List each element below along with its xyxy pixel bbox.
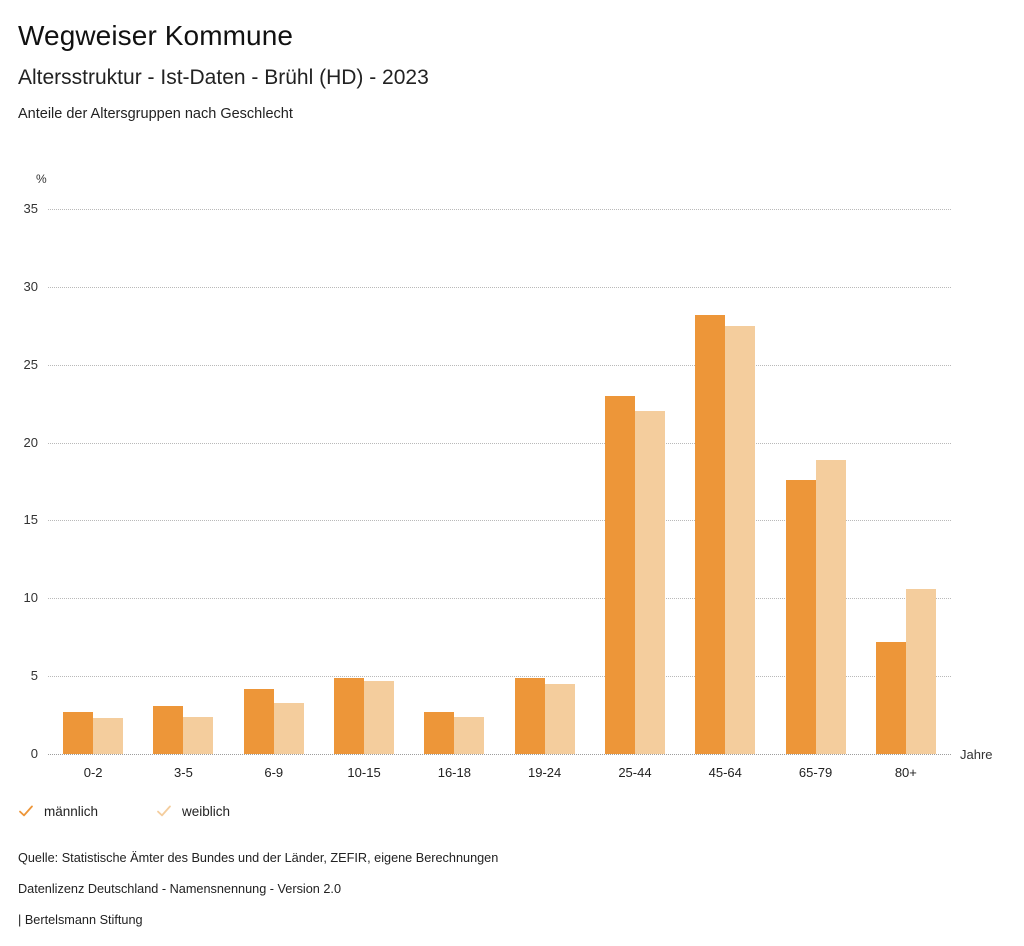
bar-weiblich-45-64[interactable] [725,325,756,754]
gridline-15 [48,520,951,522]
bar-weiblich-65-79[interactable] [815,459,846,754]
gridline-5 [48,676,951,678]
chart-legend: männlich weiblich [18,803,288,819]
gridline-10 [48,598,951,600]
footer-license: Datenlizenz Deutschland - Namensnennung … [18,882,342,896]
x-tick-label-25-44: 25-44 [618,765,652,780]
footer: Quelle: Statistische Ämter des Bundes un… [18,843,498,936]
footer-publisher: | Bertelsmann Stiftung [18,913,143,927]
gridline-20 [48,442,951,444]
x-tick-label-10-15: 10-15 [347,765,381,780]
legend-item-weiblich[interactable]: weiblich [156,803,230,819]
bar-männlich-10-15[interactable] [334,677,365,754]
bar-weiblich-6-9[interactable] [273,702,304,754]
y-axis-unit-label: % [36,172,47,186]
y-tick-label-20: 20 [23,434,38,450]
footer-source: Quelle: Statistische Ämter des Bundes un… [18,851,499,865]
bar-weiblich-10-15[interactable] [364,680,395,754]
page-title: Wegweiser Kommune [18,20,294,51]
bar-männlich-3-5[interactable] [153,705,184,754]
gridline-25 [48,364,951,366]
bar-männlich-19-24[interactable] [514,677,545,754]
bar-weiblich-80+[interactable] [905,588,936,754]
gridline-35 [48,209,951,210]
bar-männlich-65-79[interactable] [785,479,816,754]
y-tick-label-15: 15 [23,512,38,528]
x-tick-label-0-2: 0-2 [83,765,103,780]
x-tick-label-6-9: 6-9 [264,765,284,780]
y-tick-label-10: 10 [23,590,38,606]
check-icon[interactable] [156,803,172,819]
chart-description: Anteile der Altersgruppen nach Geschlech… [18,106,293,122]
chart-subtitle: Altersstruktur - Ist-Daten - Brühl (HD) … [18,66,429,89]
bar-männlich-80+[interactable] [875,641,906,754]
y-tick-label-30: 30 [23,278,38,294]
bar-männlich-25-44[interactable] [604,395,635,754]
x-tick-label-3-5: 3-5 [174,765,193,780]
bar-weiblich-3-5[interactable] [183,716,214,754]
x-tick-label-19-24: 19-24 [528,765,562,780]
legend-label: männlich [44,803,99,819]
x-tick-label-80+: 80+ [894,765,917,780]
y-tick-label-25: 25 [23,356,38,372]
gridline-0 [48,754,951,755]
y-tick-label-35: 35 [23,201,38,216]
bar-männlich-0-2[interactable] [63,711,94,754]
bar-männlich-6-9[interactable] [243,688,274,754]
bar-weiblich-19-24[interactable] [544,683,575,754]
check-icon[interactable] [18,803,34,819]
bar-männlich-16-18[interactable] [424,711,455,754]
x-tick-label-65-79: 65-79 [798,765,833,780]
x-tick-label-16-18: 16-18 [437,765,471,780]
legend-item-männlich[interactable]: männlich [18,803,98,819]
bar-weiblich-0-2[interactable] [93,718,124,754]
gridline-30 [48,286,951,288]
bar-männlich-45-64[interactable] [695,314,726,754]
bar-weiblich-25-44[interactable] [634,411,665,754]
x-axis-unit-label: Jahre [960,747,993,762]
y-tick-label-0: 0 [30,746,38,761]
y-tick-label-5: 5 [30,668,38,684]
bar-weiblich-16-18[interactable] [454,716,485,754]
x-tick-label-45-64: 45-64 [708,765,742,780]
legend-label: weiblich [182,803,231,819]
